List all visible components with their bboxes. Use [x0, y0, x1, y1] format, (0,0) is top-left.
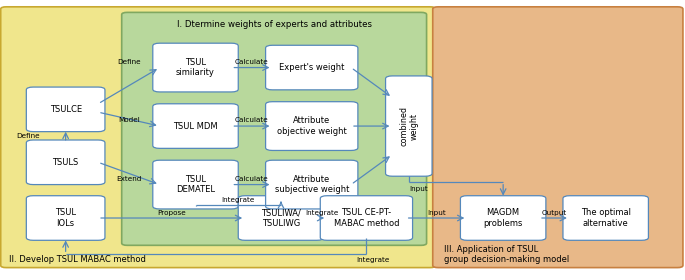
Text: Input: Input — [427, 210, 446, 216]
Text: Attribute
subjective weight: Attribute subjective weight — [275, 175, 349, 194]
Text: TSUL
similarity: TSUL similarity — [176, 58, 215, 77]
Text: combined
weight: combined weight — [399, 106, 419, 146]
Text: Integrate: Integrate — [306, 210, 338, 216]
Text: TSULIWA/
TSULIWG: TSULIWA/ TSULIWG — [261, 208, 301, 228]
Text: TSUL CE-PT-
MABAC method: TSUL CE-PT- MABAC method — [334, 208, 399, 228]
Text: Define: Define — [117, 59, 140, 65]
Text: Input: Input — [410, 186, 428, 192]
Text: Define: Define — [16, 133, 40, 139]
Text: MAGDM
problems: MAGDM problems — [484, 208, 523, 228]
Text: The optimal
alternative: The optimal alternative — [581, 208, 631, 228]
FancyBboxPatch shape — [153, 104, 238, 148]
FancyBboxPatch shape — [153, 43, 238, 92]
FancyBboxPatch shape — [266, 160, 358, 209]
FancyBboxPatch shape — [321, 196, 412, 240]
FancyBboxPatch shape — [26, 87, 105, 132]
Text: TSUL
DEMATEL: TSUL DEMATEL — [176, 175, 215, 194]
Text: Integrate: Integrate — [221, 197, 255, 203]
Text: II. Develop TSUL MABAC method: II. Develop TSUL MABAC method — [9, 255, 146, 264]
Text: TSULCE: TSULCE — [49, 105, 82, 114]
Text: Integrate: Integrate — [357, 257, 390, 263]
FancyBboxPatch shape — [122, 12, 427, 245]
FancyBboxPatch shape — [26, 140, 105, 185]
Text: Propose: Propose — [158, 210, 186, 216]
Text: Model: Model — [118, 118, 140, 123]
FancyBboxPatch shape — [26, 196, 105, 240]
Text: TSUL
IOLs: TSUL IOLs — [55, 208, 76, 228]
FancyBboxPatch shape — [433, 7, 683, 268]
FancyBboxPatch shape — [153, 160, 238, 209]
FancyBboxPatch shape — [266, 45, 358, 90]
FancyBboxPatch shape — [238, 196, 324, 240]
Text: Attribute
objective weight: Attribute objective weight — [277, 116, 347, 136]
Text: Expert's weight: Expert's weight — [279, 63, 345, 72]
FancyBboxPatch shape — [1, 7, 436, 268]
Text: Calculate: Calculate — [235, 59, 269, 65]
FancyBboxPatch shape — [386, 76, 432, 176]
Text: I. Dtermine weights of experts and attributes: I. Dtermine weights of experts and attri… — [177, 20, 372, 29]
Text: Calculate: Calculate — [235, 176, 269, 182]
FancyBboxPatch shape — [460, 196, 546, 240]
Text: Calculate: Calculate — [235, 118, 269, 123]
FancyBboxPatch shape — [266, 102, 358, 150]
Text: III. Application of TSUL
group decision-making model: III. Application of TSUL group decision-… — [444, 245, 569, 264]
FancyBboxPatch shape — [563, 196, 649, 240]
Text: TSULS: TSULS — [53, 158, 79, 167]
Text: Extend: Extend — [116, 176, 142, 182]
Text: TSUL MDM: TSUL MDM — [173, 122, 218, 130]
Text: Output: Output — [542, 210, 567, 216]
